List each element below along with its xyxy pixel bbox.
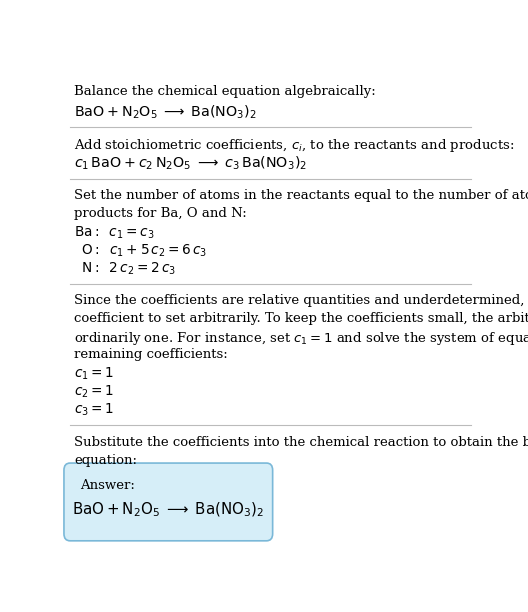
Text: $c_3 = 1$: $c_3 = 1$ [74, 402, 114, 418]
Text: $\;\;\mathrm{N:}\;\; 2\,c_2 = 2\,c_3$: $\;\;\mathrm{N:}\;\; 2\,c_2 = 2\,c_3$ [74, 261, 176, 277]
Text: Add stoichiometric coefficients, $c_i$, to the reactants and products:: Add stoichiometric coefficients, $c_i$, … [74, 137, 515, 154]
Text: Since the coefficients are relative quantities and underdetermined, choose a: Since the coefficients are relative quan… [74, 294, 528, 307]
Text: remaining coefficients:: remaining coefficients: [74, 348, 228, 361]
Text: Answer:: Answer: [80, 479, 135, 491]
Text: $c_1\,\mathrm{BaO} + c_2\,\mathrm{N_2O_5} \;\longrightarrow\; c_3\,\mathrm{Ba(NO: $c_1\,\mathrm{BaO} + c_2\,\mathrm{N_2O_5… [74, 155, 307, 173]
Text: $\mathrm{Ba:}\;\; c_1 = c_3$: $\mathrm{Ba:}\;\; c_1 = c_3$ [74, 225, 155, 241]
Text: ordinarily one. For instance, set $c_1 = 1$ and solve the system of equations fo: ordinarily one. For instance, set $c_1 =… [74, 330, 528, 347]
Text: Substitute the coefficients into the chemical reaction to obtain the balanced: Substitute the coefficients into the che… [74, 436, 528, 449]
FancyBboxPatch shape [64, 463, 272, 541]
Text: $\mathrm{BaO + N_2O_5 \;\longrightarrow\; Ba(NO_3)_2}$: $\mathrm{BaO + N_2O_5 \;\longrightarrow\… [74, 103, 257, 121]
Text: products for Ba, O and N:: products for Ba, O and N: [74, 207, 247, 220]
Text: $\;\;\mathrm{O:}\;\; c_1 + 5\,c_2 = 6\,c_3$: $\;\;\mathrm{O:}\;\; c_1 + 5\,c_2 = 6\,c… [74, 242, 208, 259]
Text: coefficient to set arbitrarily. To keep the coefficients small, the arbitrary va: coefficient to set arbitrarily. To keep … [74, 312, 528, 326]
Text: $\mathrm{BaO + N_2O_5 \;\longrightarrow\; Ba(NO_3)_2}$: $\mathrm{BaO + N_2O_5 \;\longrightarrow\… [72, 500, 265, 519]
Text: $c_2 = 1$: $c_2 = 1$ [74, 384, 114, 400]
Text: $c_1 = 1$: $c_1 = 1$ [74, 366, 114, 382]
Text: Balance the chemical equation algebraically:: Balance the chemical equation algebraica… [74, 85, 376, 98]
Text: equation:: equation: [74, 453, 137, 467]
Text: Set the number of atoms in the reactants equal to the number of atoms in the: Set the number of atoms in the reactants… [74, 189, 528, 202]
